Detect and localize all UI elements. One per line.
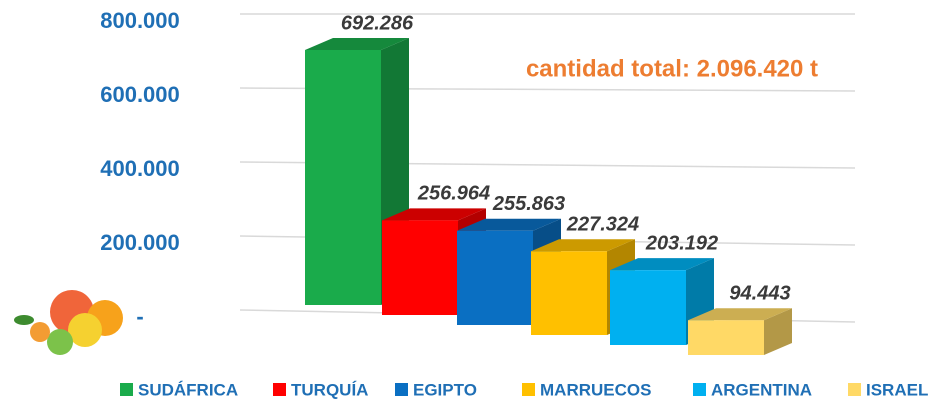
legend-label: MARRUECOS	[540, 380, 651, 399]
legend-swatch	[273, 383, 286, 396]
value-label: 227.324	[566, 214, 639, 236]
legend-swatch	[848, 383, 861, 396]
value-label: 255.863	[492, 193, 565, 215]
y-tick-label: 200.000	[100, 230, 180, 255]
y-tick-label: -	[136, 304, 143, 329]
value-label: 94.443	[729, 282, 790, 304]
legend-swatch	[395, 383, 408, 396]
value-label: 203.192	[645, 232, 718, 254]
legend-label: EGIPTO	[413, 380, 477, 399]
legend-label: TURQUÍA	[291, 380, 368, 399]
bar	[305, 50, 381, 305]
y-tick-label: 400.000	[100, 156, 180, 181]
bar	[688, 320, 764, 355]
chart: cantidad total: 2.096.420 t - 200.000 400.…	[0, 0, 941, 401]
bar	[531, 251, 607, 335]
bar	[610, 270, 686, 345]
legend-label: SUDÁFRICA	[138, 380, 238, 399]
bar	[382, 220, 458, 315]
legend-swatch	[522, 383, 535, 396]
legend-swatch	[120, 383, 133, 396]
value-label: 692.286	[341, 12, 414, 34]
fruit-illustration	[14, 290, 123, 355]
annotation: cantidad total: 2.096.420 t	[526, 55, 818, 82]
legend-label: ISRAEL	[866, 380, 928, 399]
value-label: 256.964	[417, 183, 490, 205]
y-tick-label: 600.000	[100, 82, 180, 107]
bar	[457, 231, 533, 325]
y-tick-label: 800.000	[100, 8, 180, 33]
legend-label: ARGENTINA	[711, 380, 812, 399]
legend-swatch	[693, 383, 706, 396]
